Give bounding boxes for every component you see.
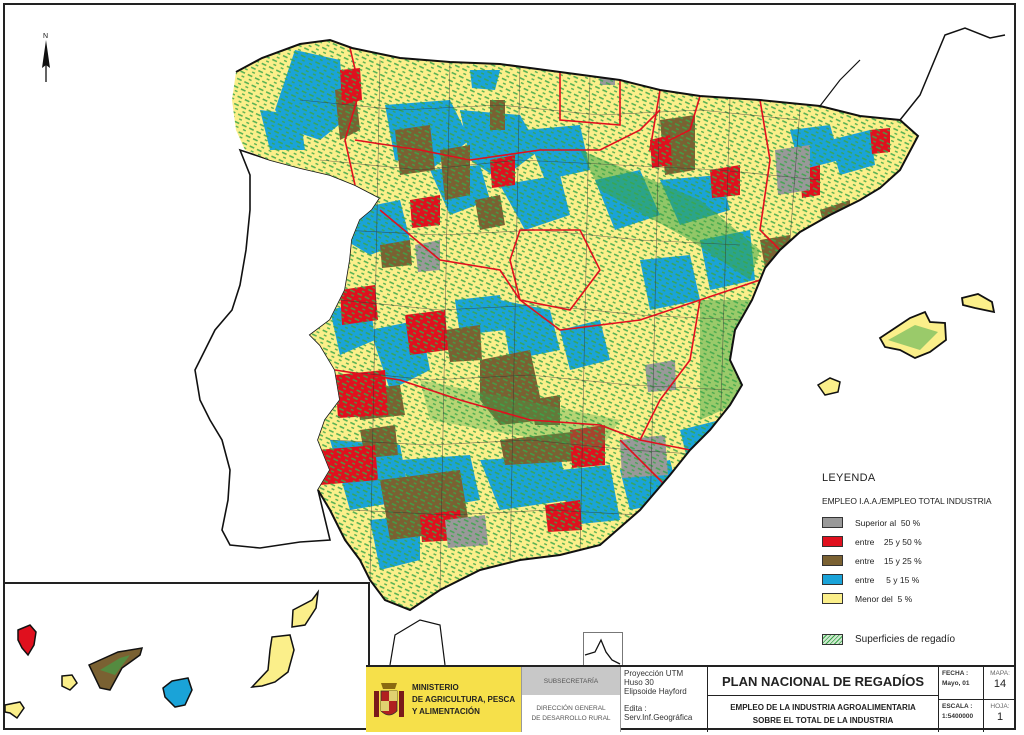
- fecha-value: Mayo, 01: [942, 680, 970, 687]
- canarias-inset-frame: [3, 582, 370, 732]
- coat-of-arms-icon: [374, 682, 404, 717]
- mapa-value: 14: [993, 678, 1007, 690]
- direccion-general-label: DIRECCIÓN GENERAL DE DESARROLLO RURAL: [522, 695, 620, 732]
- escala-label: ESCALA :: [942, 703, 973, 710]
- ceuta-inset-frame: [583, 632, 623, 665]
- title-block: MINISTERIO DE AGRICULTURA, PESCA Y ALIME…: [366, 665, 1016, 732]
- legend-item-superior-50: Superior al 50 %: [822, 513, 1012, 532]
- plan-title-cell: PLAN NACIONAL DE REGADÍOS EMPLEO DE LA I…: [708, 667, 939, 732]
- irrigation-hatch-swatch: [822, 634, 843, 645]
- date-scale-cell: FECHA : Mayo, 01 ESCALA : 1:5400000: [939, 667, 984, 732]
- legend-item-5-15: entre 5 y 15 %: [822, 570, 1012, 589]
- islas-canarias: [4, 589, 320, 720]
- ministry-line-1: MINISTERIO: [412, 682, 459, 692]
- north-arrow-icon: N: [42, 33, 50, 82]
- map-subtitle: EMPLEO DE LA INDUSTRIA AGROALIMENTARIA S…: [730, 703, 916, 725]
- projection-cell: Proyección UTM Huso 30 Elipsoide Hayford…: [621, 667, 708, 732]
- red-swatch: [822, 536, 843, 547]
- ministry-cell: MINISTERIO DE AGRICULTURA, PESCA Y ALIME…: [366, 667, 522, 732]
- blue-swatch: [822, 574, 843, 585]
- brown-swatch: [822, 555, 843, 566]
- svg-text:N: N: [43, 33, 48, 40]
- hoja-label: HOJA:: [990, 703, 1010, 710]
- legend-subtitle: EMPLEO I.A.A./EMPLEO TOTAL INDUSTRIA: [822, 496, 992, 506]
- legend-item-15-25: entre 15 y 25 %: [822, 551, 1012, 570]
- ministry-line-3: Y ALIMENTACIÓN: [412, 706, 480, 716]
- legend: LEYENDA EMPLEO I.A.A./EMPLEO TOTAL INDUS…: [822, 472, 1012, 649]
- spain-coastline: [235, 38, 920, 612]
- fecha-label: FECHA :: [942, 670, 969, 677]
- yellow-swatch: [822, 593, 843, 604]
- subsecretaria-label: SUBSECRETARÍA: [522, 667, 620, 695]
- sheet-number-cell: MAPA: 14 HOJA: 1: [984, 667, 1016, 732]
- plan-title: PLAN NACIONAL DE REGADÍOS: [708, 667, 938, 696]
- escala-value: 1:5400000: [942, 713, 974, 720]
- mapa-label: MAPA:: [990, 670, 1010, 677]
- islas-baleares: [816, 293, 996, 396]
- comarcas-fill: [232, 40, 918, 610]
- legend-item-menor-5: Menor del 5 %: [822, 589, 1012, 608]
- legend-item-regadio: Superficies de regadío: [822, 630, 1012, 649]
- gray-swatch: [822, 517, 843, 528]
- legend-item-25-50: entre 25 y 50 %: [822, 532, 1012, 551]
- ministry-line-2: DE AGRICULTURA, PESCA: [412, 694, 516, 704]
- subsecretaria-cell: SUBSECRETARÍA DIRECCIÓN GENERAL DE DESARR…: [522, 667, 621, 732]
- legend-title: LEYENDA: [822, 472, 876, 484]
- hoja-value: 1: [996, 711, 1004, 723]
